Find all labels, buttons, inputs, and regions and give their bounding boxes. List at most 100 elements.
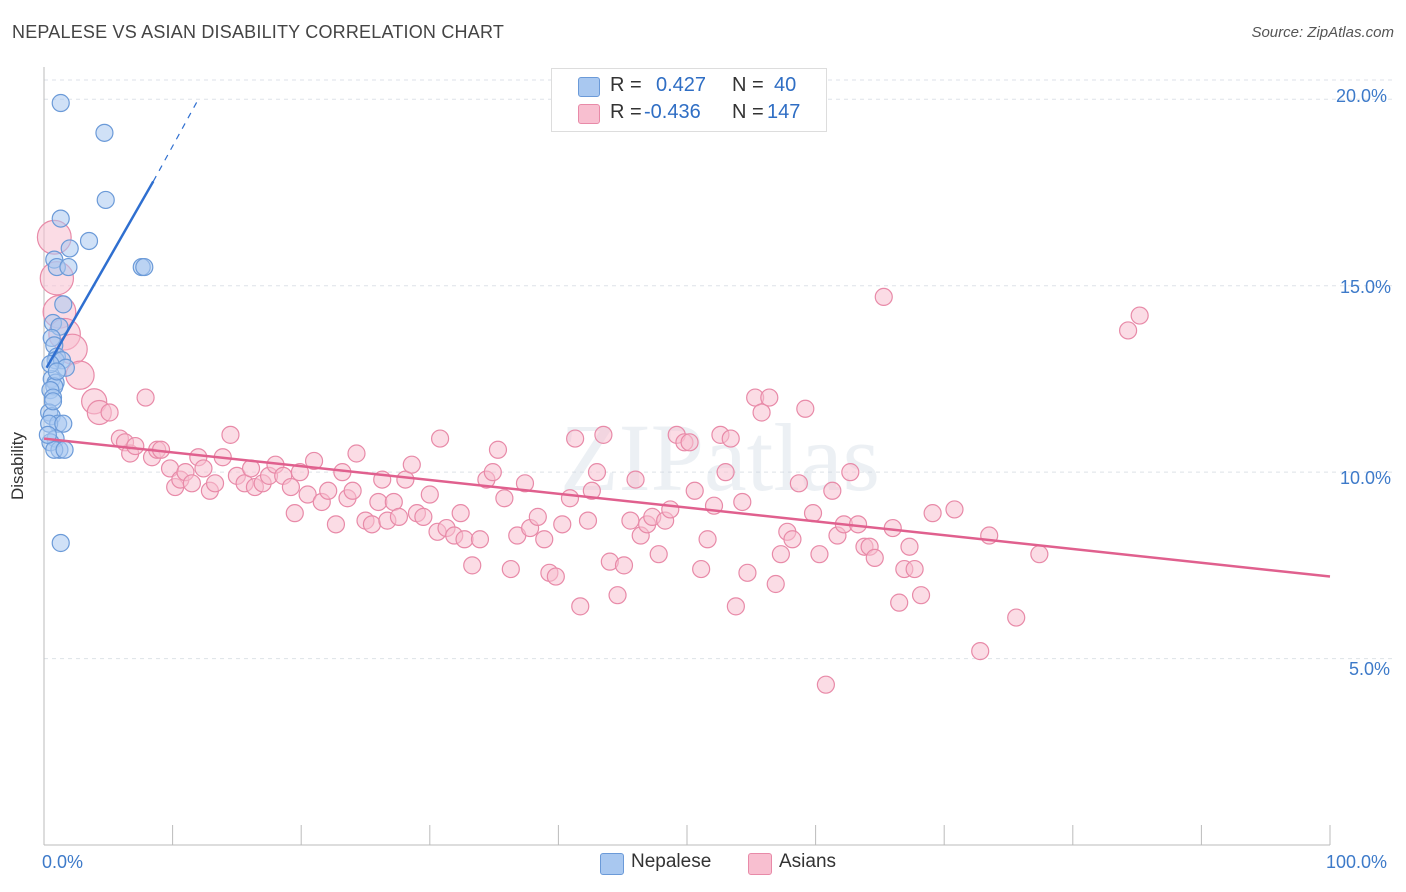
asians-point <box>614 556 634 575</box>
asians-point <box>874 287 893 306</box>
legend-row-asians: R = -0.436 N = 147 <box>552 101 826 127</box>
nepalese-point <box>60 239 79 258</box>
asians-point <box>626 470 645 489</box>
nepalese-point <box>59 257 78 277</box>
asians-point <box>945 500 964 519</box>
asians-point <box>515 474 535 493</box>
asians-point <box>285 504 304 523</box>
asians-point <box>430 429 450 448</box>
asians-point <box>414 507 433 526</box>
asians-point <box>752 403 771 422</box>
nepalese-point <box>96 190 115 210</box>
asians-point <box>733 492 752 512</box>
asians-point <box>621 511 640 530</box>
nepalese-point <box>95 123 114 142</box>
nepalese-point <box>79 231 99 251</box>
legend-row-nepalese: R = 0.427 N = 40 <box>552 74 826 100</box>
nepalese-point <box>55 440 74 459</box>
asians-point <box>319 481 338 500</box>
asians-point <box>685 481 704 500</box>
asians-point <box>680 433 699 452</box>
asians-point <box>911 586 931 605</box>
y-tick-label: 20.0% <box>1336 86 1388 106</box>
asians-point <box>1130 306 1149 325</box>
asians-point <box>649 545 668 564</box>
asians-point <box>463 556 482 575</box>
asians-point <box>661 500 680 519</box>
nepalese-swatch <box>578 77 600 97</box>
nepalese-point <box>54 414 73 433</box>
asians-point <box>905 559 924 579</box>
nepalese-point <box>51 93 70 113</box>
chart-title: NEPALESE VS ASIAN DISABILITY CORRELATION… <box>12 22 505 42</box>
asians-point <box>698 530 717 549</box>
asians-point <box>726 597 745 616</box>
asians-point <box>495 489 514 508</box>
asians-point <box>304 451 324 471</box>
r-label: R = <box>610 101 642 123</box>
asians-point <box>578 511 598 530</box>
y-tick-label: 5.0% <box>1349 659 1391 679</box>
asians-point <box>389 507 409 526</box>
asians-point <box>488 440 508 459</box>
asians-point <box>221 425 240 444</box>
r-label: R = <box>610 74 642 96</box>
asians-point <box>420 485 439 504</box>
r-value: -0.436 <box>644 101 701 123</box>
asians-point <box>483 463 502 482</box>
asians-point <box>796 399 815 418</box>
asians-point <box>721 429 740 448</box>
asians-point <box>810 545 829 564</box>
asians-point <box>1030 545 1049 564</box>
stats-legend: R = 0.427 N = 40 R = -0.436 N = 147 <box>551 68 827 132</box>
asians-point <box>566 429 585 448</box>
asians-point <box>298 485 317 504</box>
asians-point <box>738 563 757 582</box>
nepalese-legend-swatch <box>600 853 624 875</box>
asians-point <box>326 515 346 534</box>
asians-trend-line <box>43 437 1331 578</box>
asians-point <box>900 537 919 556</box>
nepalese-point <box>51 533 70 553</box>
nepalese-trend-extension <box>152 98 199 182</box>
asians-point <box>528 507 547 526</box>
x-tick-label: 100.0% <box>1326 852 1388 872</box>
r-value: 0.427 <box>656 74 707 96</box>
n-label: N = <box>732 74 764 96</box>
n-value: 40 <box>774 74 797 96</box>
n-label: N = <box>732 101 764 123</box>
asians-point <box>290 463 310 482</box>
grid-lines <box>44 79 1395 660</box>
asians-point <box>194 459 213 478</box>
x-tick-label: 0.0% <box>42 852 84 872</box>
asians-point <box>369 492 388 512</box>
asians-point <box>501 559 520 579</box>
asians-point <box>890 593 909 612</box>
asians-point <box>1118 321 1138 340</box>
asians-point <box>771 545 790 564</box>
asians-point <box>789 474 808 493</box>
asians-point <box>783 530 802 549</box>
nepalese-point <box>54 295 73 314</box>
asians-point <box>716 463 735 482</box>
asians-point <box>692 559 711 579</box>
asians-point <box>126 436 145 456</box>
asians-point <box>1007 608 1026 627</box>
asians-point <box>803 504 823 523</box>
nepalese-point <box>51 209 70 228</box>
asians-point <box>451 504 470 523</box>
asians-point <box>865 548 884 568</box>
asians-point <box>587 463 607 482</box>
asians-point <box>362 515 382 534</box>
asians-point <box>281 477 301 497</box>
source-label: Source: ZipAtlas.com <box>1251 24 1394 41</box>
n-value: 147 <box>767 101 801 123</box>
asians-point <box>205 474 225 493</box>
asians-point <box>136 388 155 407</box>
asians-point <box>347 444 366 463</box>
asians-point <box>766 574 785 594</box>
asians-point <box>100 403 119 422</box>
asians-point <box>182 474 201 493</box>
asians-point <box>553 515 572 534</box>
asians-point <box>594 425 613 444</box>
